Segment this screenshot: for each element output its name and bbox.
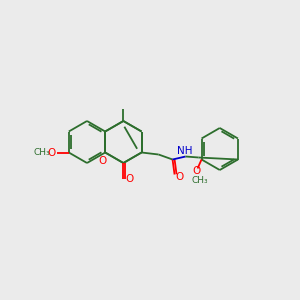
Text: NH: NH — [177, 146, 192, 155]
Text: CH₃: CH₃ — [191, 176, 208, 185]
Text: O: O — [98, 157, 106, 166]
Text: O: O — [176, 172, 184, 182]
Text: CH₃: CH₃ — [34, 148, 50, 157]
Text: O: O — [125, 174, 134, 184]
Text: O: O — [192, 166, 201, 176]
Text: O: O — [48, 148, 56, 158]
